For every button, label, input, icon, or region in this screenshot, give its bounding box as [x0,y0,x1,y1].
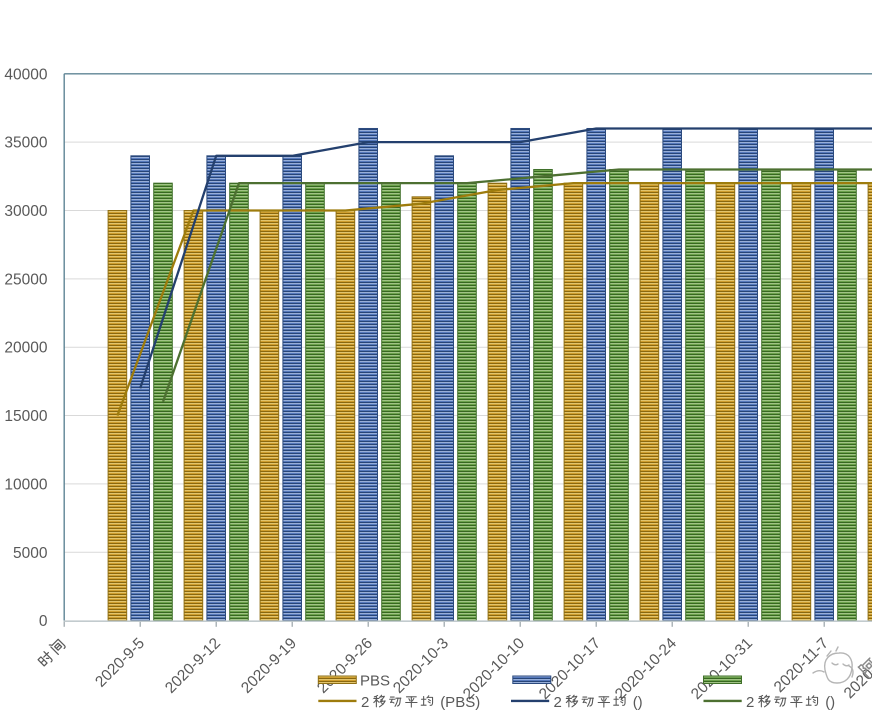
svg-text:2: 2 [361,694,369,711]
svg-text:(PBS): (PBS) [440,694,480,711]
svg-text:25000: 25000 [4,271,47,288]
svg-text:2020-10-24: 2020-10-24 [612,635,680,703]
svg-text:2020-10-3: 2020-10-3 [390,635,452,697]
svg-text:15000: 15000 [4,408,47,425]
svg-text:35000: 35000 [4,135,47,152]
svg-text:2020-9-5: 2020-9-5 [92,635,148,691]
svg-text:PBS: PBS [360,673,390,690]
svg-text:2020-9-12: 2020-9-12 [162,635,224,697]
svg-text:2: 2 [746,694,754,711]
svg-text:(): () [633,694,643,711]
svg-text:5000: 5000 [13,545,48,562]
svg-text:(): () [825,694,835,711]
svg-text:20000: 20000 [4,340,47,357]
svg-text:40000: 40000 [4,66,47,83]
svg-text:10000: 10000 [4,476,47,493]
svg-text:2: 2 [554,694,562,711]
svg-text:0: 0 [39,613,48,630]
svg-text:30000: 30000 [4,203,47,220]
svg-text:2020-11-7: 2020-11-7 [771,635,832,696]
svg-text:2020-9-19: 2020-9-19 [238,635,300,697]
svg-text:2020-10-31: 2020-10-31 [688,635,756,703]
svg-text:2020-10-17: 2020-10-17 [536,635,604,703]
svg-text:2020-10-10: 2020-10-10 [460,635,528,703]
